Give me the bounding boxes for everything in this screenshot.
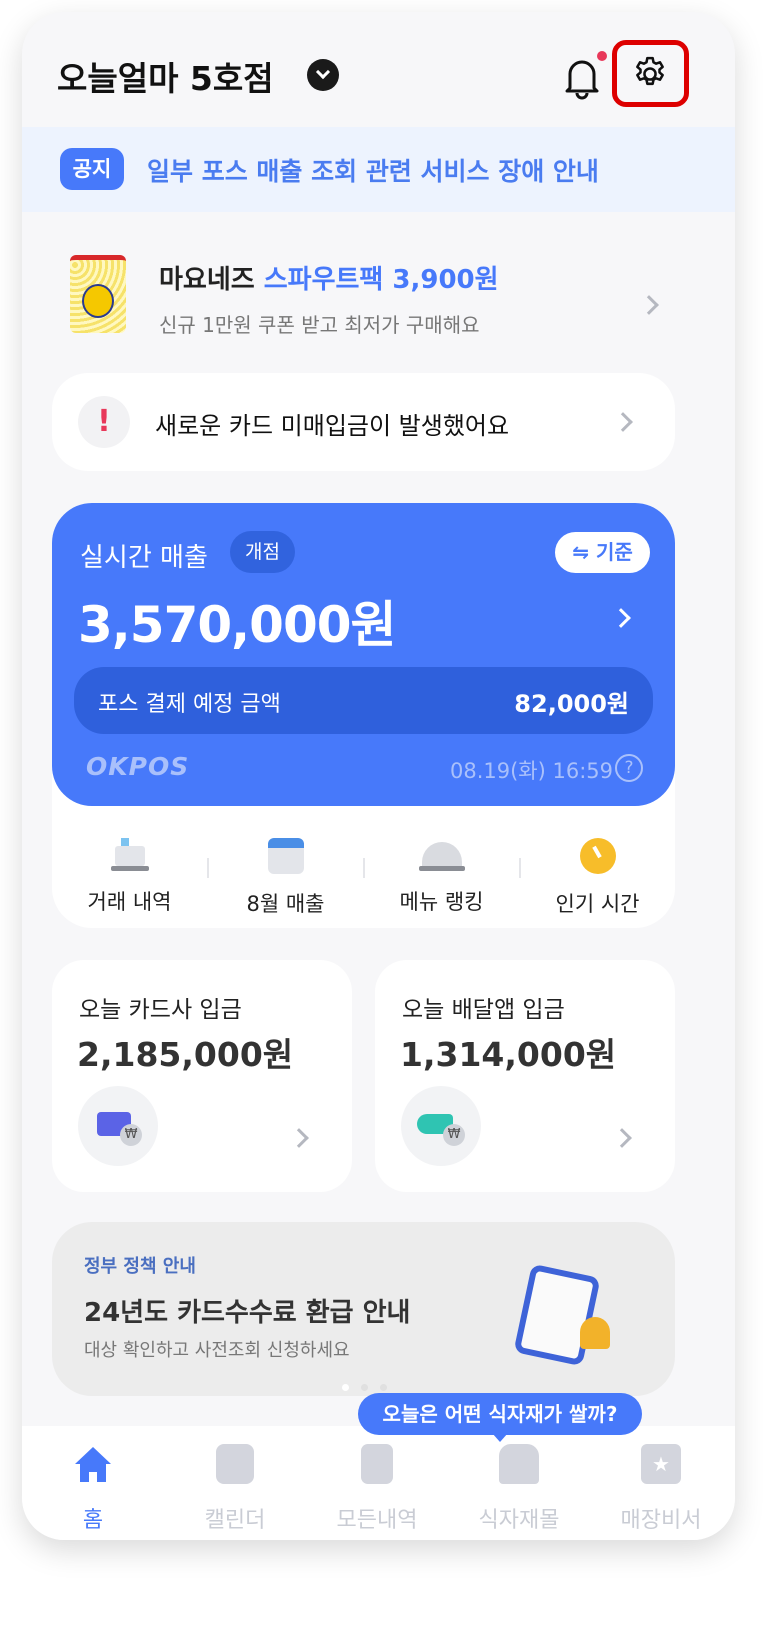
quick-menu-label: 거래 내역: [87, 890, 172, 914]
calendar-icon: [267, 838, 304, 874]
banner-page-dot-active: [342, 1384, 349, 1391]
clock-icon: [579, 838, 616, 874]
card-deposit-card[interactable]: 오늘 카드사 입금 2,185,000원 ₩: [52, 960, 352, 1192]
quick-menu-label: 메뉴 랭킹: [399, 890, 484, 914]
divider: [363, 858, 365, 878]
alert-text: 새로운 카드 미매입금이 발생했어요: [155, 412, 510, 440]
okpos-logo: OKPOS: [86, 752, 190, 781]
nav-label: 모든내역: [336, 1508, 418, 1533]
promo-title: 마요네즈: [159, 265, 255, 295]
bell-illustration: [580, 1317, 610, 1349]
nav-all-history[interactable]: 모든내역: [306, 1444, 448, 1533]
pos-pending-amount: 82,000원: [514, 690, 629, 718]
star-chat-icon: ★: [641, 1444, 681, 1484]
notification-dot: [597, 51, 607, 61]
quick-menu-peak-time[interactable]: 인기 시간: [520, 838, 675, 918]
document-icon: [361, 1444, 393, 1484]
sales-amount: 3,570,000원: [78, 596, 397, 654]
basis-toggle-button[interactable]: ⇋ 기준: [555, 532, 650, 573]
banner-page-dot: [380, 1384, 387, 1391]
policy-banner[interactable]: 정부 정책 안내 24년도 카드수수료 환급 안내 대상 확인하고 사전조회 신…: [52, 1222, 675, 1396]
chevron-right-icon: [613, 412, 633, 432]
scooter-won-icon: ₩: [401, 1086, 481, 1166]
quick-menu-label: 인기 시간: [555, 892, 640, 916]
notice-bar[interactable]: 공지 일부 포스 매출 조회 관련 서비스 장애 안내: [22, 127, 735, 212]
nav-store-assistant[interactable]: ★ 매장비서: [590, 1444, 732, 1533]
calendar-bell-illustration: [513, 1263, 601, 1367]
sales-title: 실시간 매출: [80, 543, 208, 573]
cash-register-icon: [110, 838, 149, 872]
quick-menu-label: 8월 매출: [246, 892, 325, 916]
open-status-badge: 개점: [230, 531, 295, 573]
divider: [519, 858, 521, 878]
nav-label: 식자재몰: [478, 1508, 560, 1533]
quick-menu-transactions[interactable]: 거래 내역: [52, 838, 207, 916]
deposit-amount: 2,185,000원: [77, 1035, 294, 1074]
deposit-title: 오늘 배달앱 입금: [402, 997, 565, 1023]
calendar-icon: [216, 1444, 254, 1484]
banner-page-dot: [361, 1384, 368, 1391]
gear-icon[interactable]: [631, 55, 669, 93]
realtime-sales-panel[interactable]: 실시간 매출 개점 ⇋ 기준 3,570,000원 포스 결제 예정 금액 82…: [52, 503, 675, 806]
chevron-right-icon: [611, 608, 631, 628]
grocery-tooltip[interactable]: 오늘은 어떤 식자재가 쌀까?: [358, 1393, 642, 1435]
quick-menu-monthly-sales[interactable]: 8월 매출: [208, 838, 363, 918]
deposit-title: 오늘 카드사 입금: [79, 997, 242, 1023]
bell-icon[interactable]: [562, 54, 602, 100]
delivery-deposit-card[interactable]: 오늘 배달앱 입금 1,314,000원 ₩: [375, 960, 675, 1192]
store-icon: [499, 1444, 539, 1484]
card-won-icon: ₩: [78, 1086, 158, 1166]
mayonnaise-product-image: [70, 255, 126, 333]
chevron-right-icon: [612, 1128, 632, 1148]
nav-label: 홈: [82, 1508, 104, 1533]
chevron-right-icon: [289, 1128, 309, 1148]
pos-pending-label: 포스 결제 예정 금액: [98, 692, 281, 717]
nav-label: 캘린더: [204, 1508, 266, 1533]
store-name[interactable]: 오늘얼마 5호점: [57, 59, 274, 98]
chevron-right-icon: [639, 295, 659, 315]
nav-home[interactable]: 홈: [22, 1444, 164, 1533]
cloche-icon: [418, 838, 465, 872]
nav-calendar[interactable]: 캘린더: [164, 1444, 306, 1533]
sales-card: 실시간 매출 개점 ⇋ 기준 3,570,000원 포스 결제 예정 금액 82…: [52, 503, 675, 928]
promo-subtitle: 신규 1만원 쿠폰 받고 최저가 구매해요: [159, 313, 480, 337]
notice-text: 일부 포스 매출 조회 관련 서비스 장애 안내: [147, 157, 599, 186]
promo-highlight: 스파우트팩 3,900원: [263, 265, 499, 295]
chevron-down-icon[interactable]: [307, 59, 339, 91]
notice-badge: 공지: [60, 148, 124, 190]
deposit-amount: 1,314,000원: [400, 1035, 617, 1074]
tooltip-arrow: [492, 1433, 508, 1442]
home-icon: [75, 1447, 111, 1482]
settings-highlight-box: [612, 40, 689, 107]
quick-menu-menu-ranking[interactable]: 메뉴 랭킹: [364, 838, 519, 916]
divider: [207, 858, 209, 878]
app-screen: 오늘얼마 5호점 공지 일부 포스 매출 조회 관련 서비스 장애 안내 마요네…: [22, 12, 735, 1540]
pos-pending-row[interactable]: 포스 결제 예정 금액 82,000원: [74, 667, 653, 734]
banner-tag: 정부 정책 안내: [84, 1256, 196, 1277]
unpurchased-alert-card[interactable]: ! 새로운 카드 미매입금이 발생했어요: [52, 373, 675, 471]
promo-banner[interactable]: 마요네즈 스파우트팩 3,900원 신규 1만원 쿠폰 받고 최저가 구매해요: [22, 247, 735, 347]
sales-timestamp: 08.19(화) 16:59: [449, 759, 613, 783]
exclamation-icon: !: [78, 396, 130, 448]
help-icon[interactable]: ?: [615, 754, 643, 782]
nav-label: 매장비서: [620, 1508, 702, 1533]
banner-subtitle: 대상 확인하고 사전조회 신청하세요: [84, 1340, 350, 1361]
banner-title: 24년도 카드수수료 환급 안내: [84, 1298, 411, 1328]
nav-grocery-mall[interactable]: 식자재몰: [448, 1444, 590, 1533]
